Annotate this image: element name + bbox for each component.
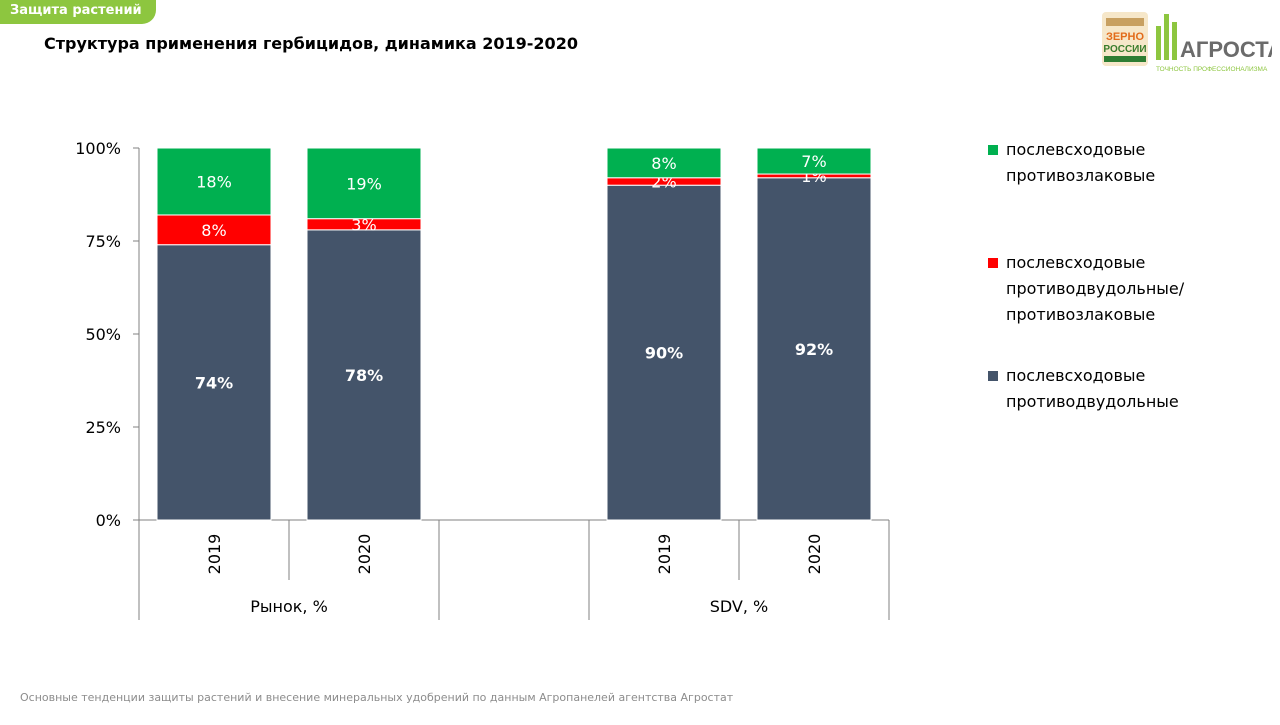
logo-brand-name: АГРОСТАТ xyxy=(1180,37,1272,62)
x-category-label: 2020 xyxy=(355,534,374,575)
y-tick-label: 100% xyxy=(75,139,121,158)
bar-segment xyxy=(606,147,722,179)
bar-segment xyxy=(156,244,272,521)
bar-segment xyxy=(756,177,872,521)
x-group-label: Рынок, % xyxy=(250,597,328,616)
x-category-label: 2019 xyxy=(655,534,674,575)
x-category-label: 2019 xyxy=(205,534,224,575)
data-label: 8% xyxy=(201,221,226,240)
logo-rossii: РОССИИ xyxy=(1103,44,1146,55)
legend-label: послевсходовые противодвудольные/противоз… xyxy=(1006,253,1185,324)
logo-slogan: ТОЧНОСТЬ ПРОФЕССИОНАЛИЗМА xyxy=(1156,66,1268,73)
data-label: 90% xyxy=(645,344,683,363)
bar-segment xyxy=(306,147,422,220)
legend-swatch xyxy=(988,371,998,381)
data-label: 78% xyxy=(345,366,383,385)
page-title: Структура применения гербицидов, динамик… xyxy=(44,34,578,53)
data-label: 92% xyxy=(795,340,833,359)
section-tag: Защита растений xyxy=(0,0,156,24)
data-label: 3% xyxy=(351,215,376,234)
data-label: 8% xyxy=(651,154,676,173)
agrostat-logo: ЗЕРНО РОССИИ АГРОСТАТ ТОЧНОСТЬ ПРОФЕССИО… xyxy=(1102,12,1272,73)
legend-swatch xyxy=(988,145,998,155)
y-tick-label: 25% xyxy=(85,418,121,437)
legend-swatch xyxy=(988,258,998,268)
x-group-label: SDV, % xyxy=(710,597,769,616)
bar-segment xyxy=(756,147,872,175)
bar-segment xyxy=(306,229,422,521)
y-tick-label: 75% xyxy=(85,232,121,251)
bar-segment xyxy=(156,214,272,246)
x-category-label: 2020 xyxy=(805,534,824,575)
y-tick-label: 50% xyxy=(85,325,121,344)
logo-zerno: ЗЕРНО xyxy=(1106,31,1145,43)
legend-label: послевсходовые противодвудольные xyxy=(1006,366,1179,411)
data-label: 74% xyxy=(195,373,233,392)
data-label: 18% xyxy=(196,172,232,191)
bar-segment xyxy=(606,184,722,521)
footer-note: Основные тенденции защиты растений и вне… xyxy=(20,691,734,704)
bar-segment xyxy=(156,147,272,216)
legend-label: послевсходовые противозлаковые xyxy=(1006,140,1156,185)
data-label: 7% xyxy=(801,152,826,171)
y-tick-label: 0% xyxy=(96,511,121,530)
data-label: 19% xyxy=(346,174,382,193)
